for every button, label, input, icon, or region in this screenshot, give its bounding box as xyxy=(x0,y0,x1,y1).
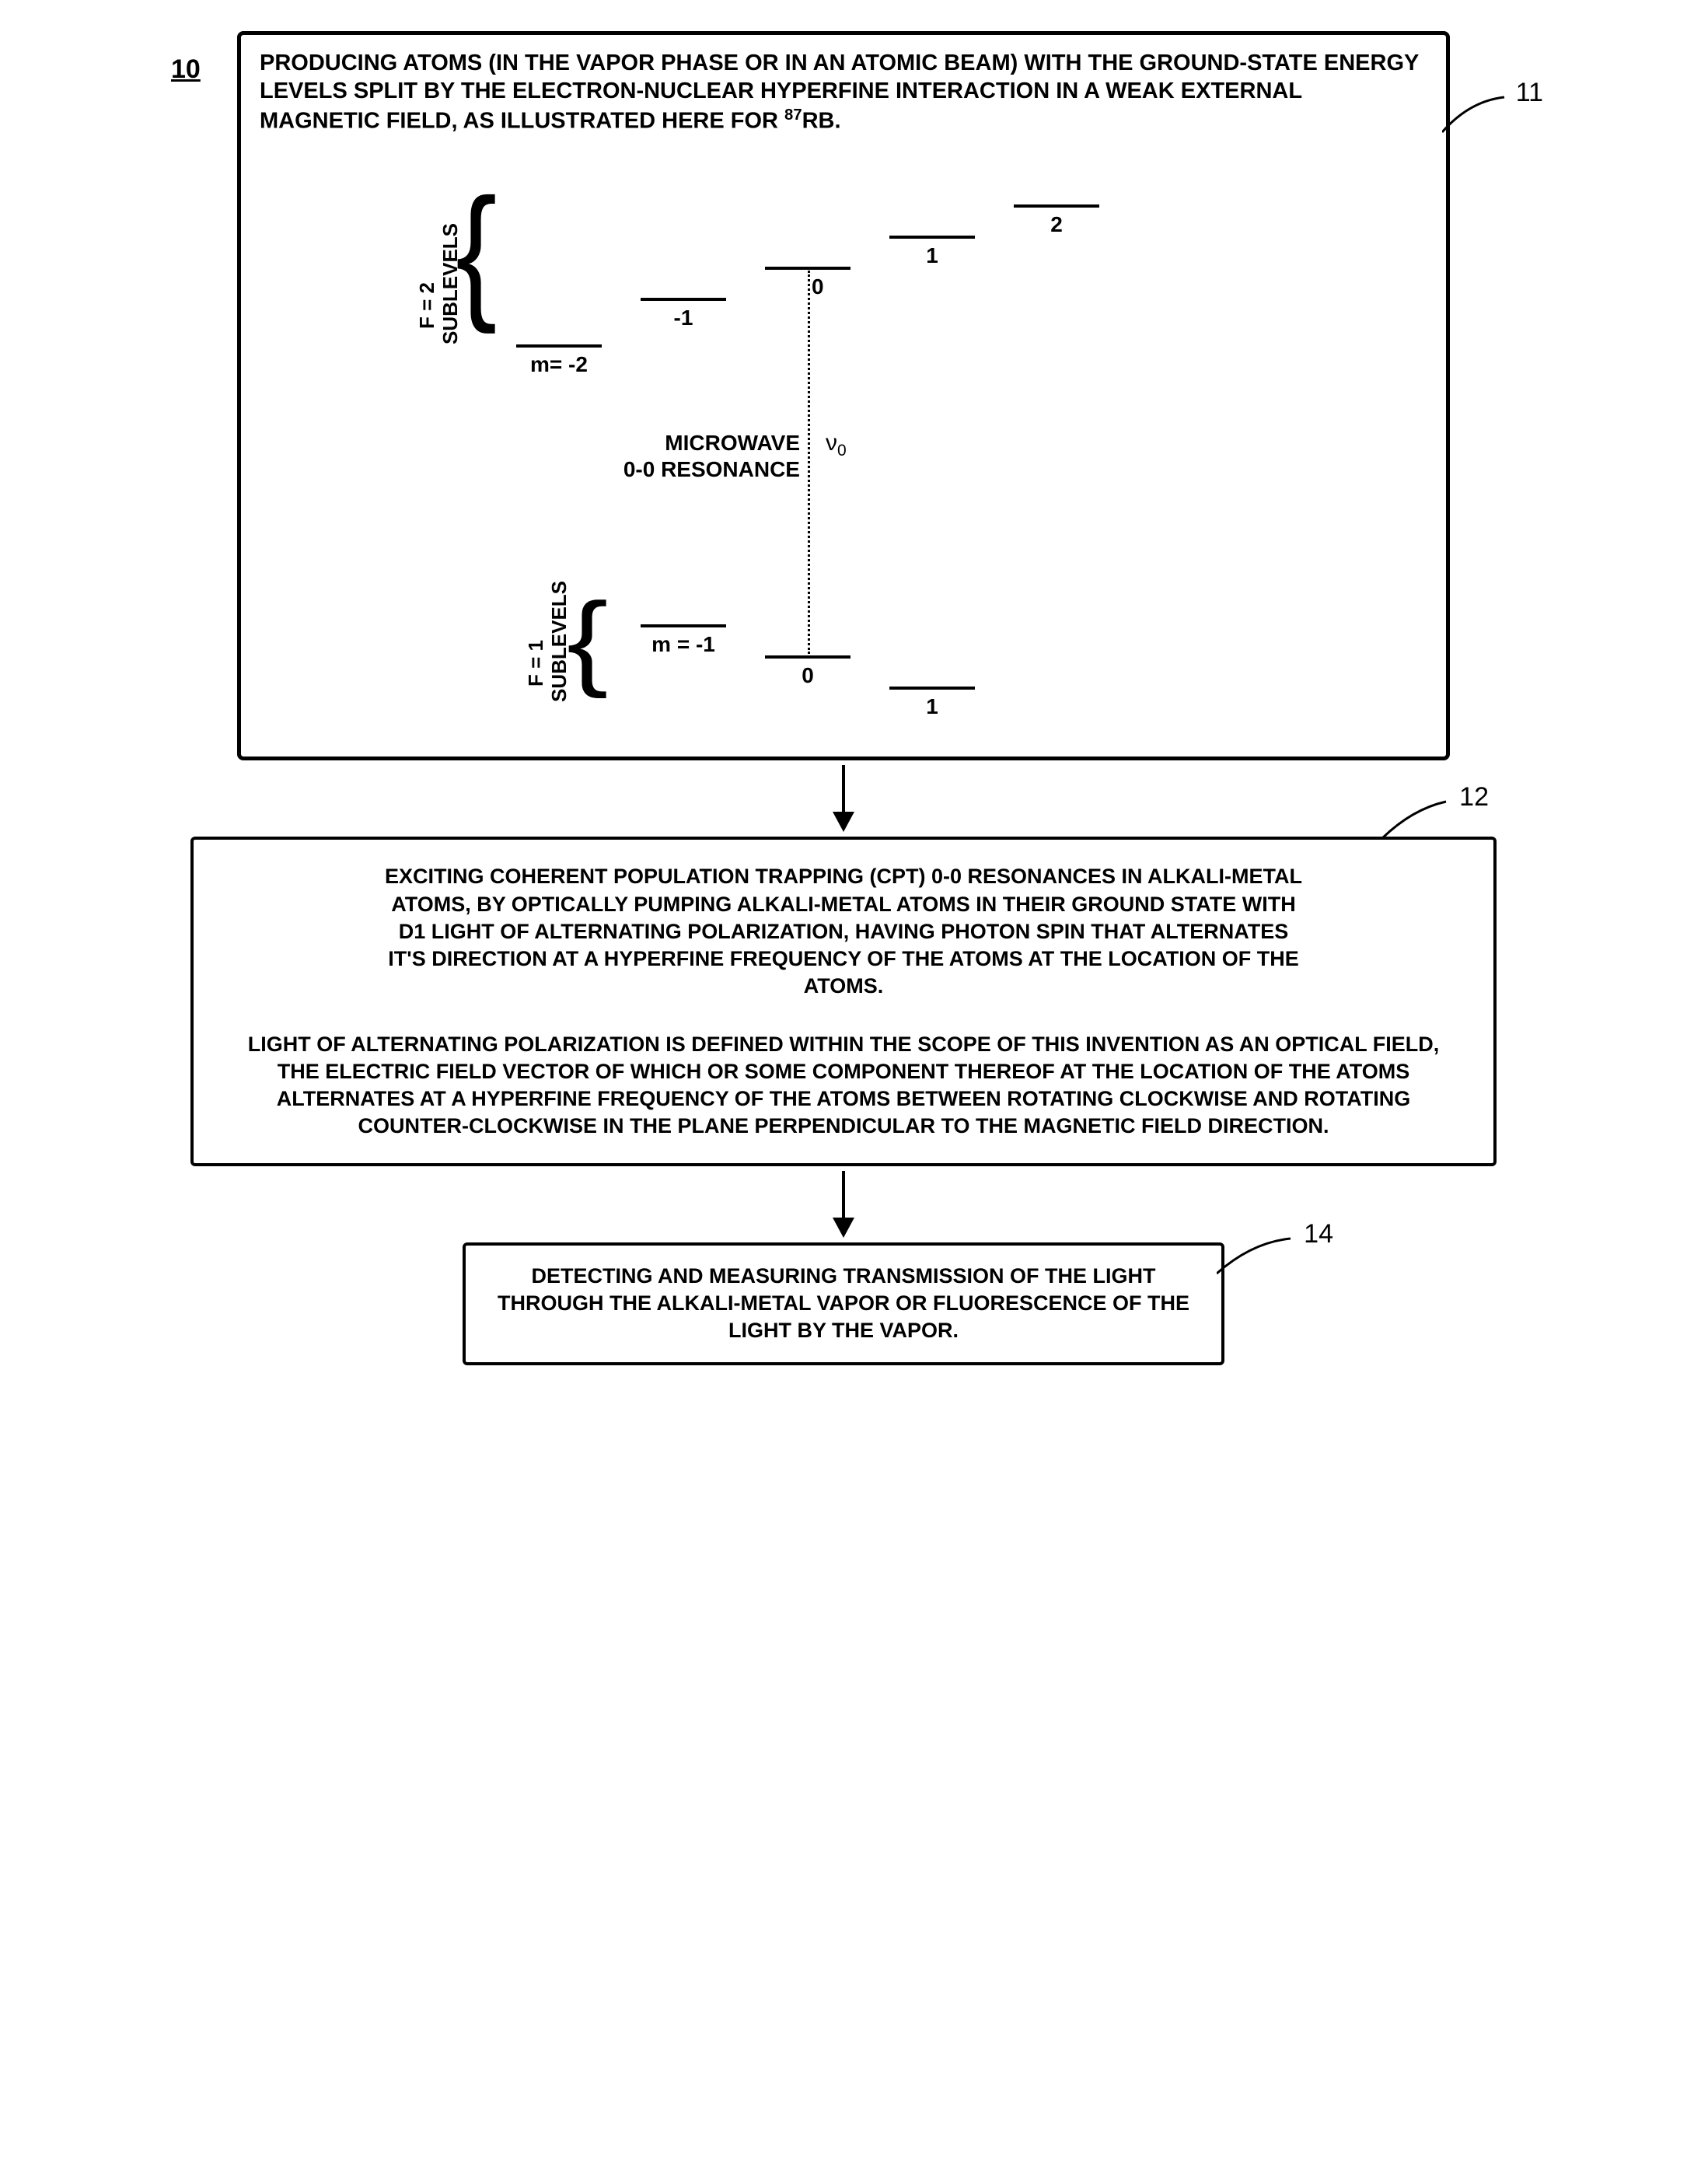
f2-label-line1: F = 2 xyxy=(415,282,439,329)
arrow-11-to-12 xyxy=(144,765,1543,832)
f1-level-m-1 xyxy=(641,624,726,627)
arrow-12-to-14 xyxy=(144,1171,1543,1238)
nu-subscript: 0 xyxy=(837,442,847,460)
f2-level-m-1-label: -1 xyxy=(641,306,726,330)
isotope-element: Rb. xyxy=(802,108,841,133)
f2-level-m-2-label: m= -2 xyxy=(516,352,602,377)
f2-level-m-2 xyxy=(516,344,602,348)
f2-level-m2 xyxy=(1014,204,1099,208)
nu0-label: ν0 xyxy=(826,430,847,460)
step-box-12: EXCITING COHERENT POPULATION TRAPPING (C… xyxy=(190,837,1497,1166)
f1-level-m0-label: 0 xyxy=(765,663,850,688)
leader-14 xyxy=(1217,1235,1294,1281)
nu-symbol: ν xyxy=(826,430,837,456)
f2-level-m1-label: 1 xyxy=(889,243,975,268)
resonance-label: MICROWAVE 0-0 RESONANCE xyxy=(594,430,800,482)
box11-heading: PRODUCING ATOMS (IN THE VAPOR PHASE OR I… xyxy=(260,49,1427,135)
f1-label-line1: F = 1 xyxy=(524,640,548,687)
ref-num-11: 11 xyxy=(1516,78,1543,108)
ref-num-12: 12 xyxy=(1459,782,1489,812)
f2-level-m2-label: 2 xyxy=(1014,212,1099,237)
resonance-label-l1: MICROWAVE xyxy=(665,431,800,455)
f1-level-m-1-label: m = -1 xyxy=(633,632,734,657)
f2-level-m0 xyxy=(765,267,850,270)
figure-number-label: 10 xyxy=(171,54,201,85)
box12-para2: LIGHT OF ALTERNATING POLARIZATION IS DEF… xyxy=(225,1031,1462,1140)
energy-level-diagram: F = 2 SUBLEVELS { F = 1 SUBLEVELS { m= -… xyxy=(291,142,1396,733)
f2-brace: { xyxy=(456,176,497,326)
figure-page: 10 PRODUCING ATOMS (IN THE VAPOR PHASE O… xyxy=(144,31,1543,1365)
resonance-label-l2: 0-0 RESONANCE xyxy=(623,457,800,481)
f1-level-m0 xyxy=(765,655,850,659)
f1-level-m1-label: 1 xyxy=(889,694,975,719)
f1-level-m1 xyxy=(889,687,975,690)
f2-level-m-1 xyxy=(641,298,726,301)
f2-level-m1 xyxy=(889,236,975,239)
resonance-dotted-line xyxy=(808,271,810,654)
box14-text: DETECTING AND MEASURING TRANSMISSION OF … xyxy=(497,1263,1190,1344)
f1-brace: { xyxy=(567,587,608,693)
leader-11 xyxy=(1442,93,1512,140)
step-box-11: PRODUCING ATOMS (IN THE VAPOR PHASE OR I… xyxy=(237,31,1450,760)
step-box-14: DETECTING AND MEASURING TRANSMISSION OF … xyxy=(463,1242,1224,1365)
f2-level-m0-label: 0 xyxy=(812,274,850,299)
isotope-mass: 87 xyxy=(784,107,802,124)
box12-para1: EXCITING COHERENT POPULATION TRAPPING (C… xyxy=(377,863,1310,999)
ref-num-14: 14 xyxy=(1304,1219,1333,1249)
